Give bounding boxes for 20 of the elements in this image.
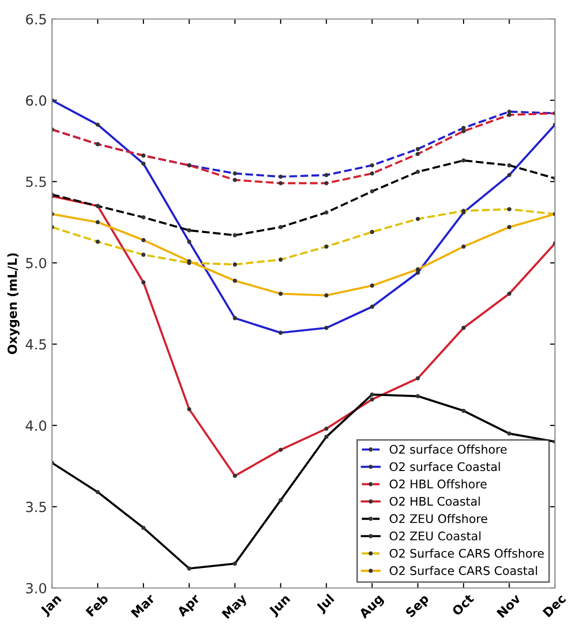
y-tick-label: 3.5 <box>26 502 46 512</box>
legend-label: O2 ZEU Offshore <box>390 514 488 524</box>
legend-label: O2 HBL Coastal <box>390 496 480 506</box>
y-tick-label: 5.0 <box>26 258 46 268</box>
legend-label: O2 Surface CARS Offshore <box>390 548 544 558</box>
legend-label: O2 surface Offshore <box>390 444 507 454</box>
y-axis-title: Oxygen (mL/L) <box>7 253 20 354</box>
y-tick-label: 6.5 <box>26 14 46 24</box>
legend-label: O2 surface Coastal <box>390 462 500 472</box>
y-tick-label: 5.5 <box>26 176 46 188</box>
y-tick-label: 4.5 <box>26 339 46 350</box>
y-tick-label: 3.0 <box>26 582 46 594</box>
legend-label: O2 Surface CARS Coastal <box>390 566 537 576</box>
y-tick-label: 4.0 <box>26 420 46 431</box>
legend-label: O2 ZEU Coastal <box>390 531 480 540</box>
x-tick-label: Oct <box>451 593 474 616</box>
x-tick-label: Feb <box>85 593 109 617</box>
y-tick-label: 6.0 <box>26 95 46 106</box>
legend-label: O2 HBL Offshore <box>390 479 487 488</box>
x-tick-label: Jul <box>315 594 336 614</box>
